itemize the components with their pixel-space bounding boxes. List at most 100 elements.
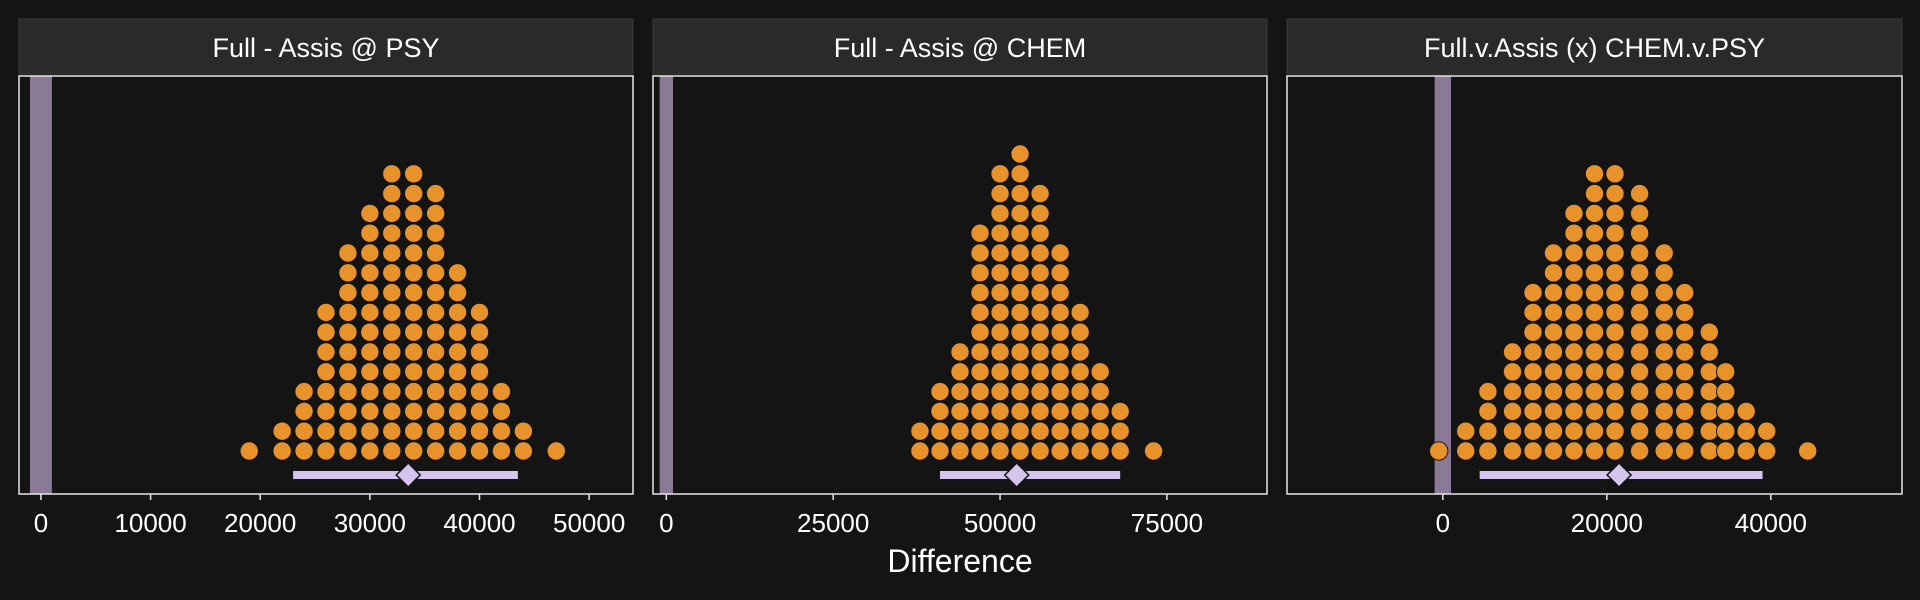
dot xyxy=(338,401,358,422)
dot xyxy=(1502,381,1523,402)
dot xyxy=(1675,322,1695,342)
dot xyxy=(425,223,446,243)
dot xyxy=(1629,203,1650,224)
dot xyxy=(1605,342,1625,362)
dot xyxy=(1030,441,1050,461)
dot xyxy=(1654,282,1674,303)
dot xyxy=(1030,282,1050,303)
dot xyxy=(1478,401,1498,422)
dot xyxy=(970,362,990,382)
dot xyxy=(272,441,292,461)
dot xyxy=(1110,401,1130,422)
dot xyxy=(1584,203,1605,224)
dot xyxy=(1675,342,1695,362)
dot xyxy=(1429,441,1449,461)
dot xyxy=(1010,401,1030,422)
dot xyxy=(1502,362,1523,382)
dot xyxy=(338,243,358,263)
dot xyxy=(1629,421,1650,441)
dot xyxy=(1543,302,1564,323)
dot xyxy=(1584,164,1605,184)
dot xyxy=(1090,441,1110,461)
dot xyxy=(425,263,446,283)
facet-strip xyxy=(1286,18,1903,75)
dot xyxy=(1523,282,1543,303)
x-tick-label: 30000 xyxy=(334,508,406,538)
facet-title: Full - Assis @ CHEM xyxy=(834,33,1086,63)
x-tick-label: 40000 xyxy=(443,508,515,538)
dot xyxy=(338,302,358,323)
dot xyxy=(1050,421,1070,441)
dot xyxy=(294,441,314,461)
dot xyxy=(360,362,380,382)
dot xyxy=(970,421,990,441)
dot xyxy=(404,322,424,342)
dot xyxy=(1050,441,1070,461)
dot xyxy=(1070,401,1090,422)
dot xyxy=(447,322,468,342)
dot xyxy=(970,282,990,303)
dot xyxy=(404,401,424,422)
dot xyxy=(950,421,970,441)
dot xyxy=(1010,164,1030,184)
dot xyxy=(1070,322,1090,342)
dot xyxy=(382,342,402,362)
dot xyxy=(1502,342,1523,362)
dot xyxy=(469,401,490,422)
dot xyxy=(338,362,358,382)
dot xyxy=(1605,203,1625,224)
dot xyxy=(1010,282,1030,303)
point-estimate-diamond xyxy=(1606,461,1633,489)
x-tick-label: 50000 xyxy=(964,508,1036,538)
dot xyxy=(1050,282,1070,303)
dot xyxy=(382,243,402,263)
dot xyxy=(1798,441,1818,461)
dot xyxy=(1699,441,1720,461)
dot xyxy=(1010,322,1030,342)
dot xyxy=(1699,362,1720,382)
dot xyxy=(1070,342,1090,362)
dot xyxy=(239,441,259,461)
dot xyxy=(1675,421,1695,441)
dot xyxy=(425,322,446,342)
dot xyxy=(1716,401,1736,422)
dot xyxy=(1584,381,1605,402)
dot xyxy=(1090,362,1110,382)
dot xyxy=(990,362,1010,382)
dot xyxy=(1030,342,1050,362)
dot xyxy=(1584,183,1605,204)
dot xyxy=(930,381,950,402)
dot xyxy=(1030,302,1050,323)
dot xyxy=(970,243,990,263)
dot xyxy=(338,282,358,303)
dot xyxy=(1564,342,1584,362)
dot xyxy=(1564,282,1584,303)
dot xyxy=(1502,401,1523,422)
dot xyxy=(1523,302,1543,323)
dot xyxy=(1564,223,1584,243)
dot xyxy=(491,381,512,402)
dot xyxy=(1584,322,1605,342)
dot xyxy=(360,322,380,342)
dot xyxy=(930,441,950,461)
dot xyxy=(1629,322,1650,342)
dot xyxy=(469,342,490,362)
dot xyxy=(1050,322,1070,342)
dot xyxy=(447,342,468,362)
dot xyxy=(425,282,446,303)
dot xyxy=(338,421,358,441)
dot xyxy=(491,441,512,461)
dot xyxy=(1564,302,1584,323)
dot xyxy=(404,381,424,402)
dot xyxy=(338,441,358,461)
dot xyxy=(970,302,990,323)
dot xyxy=(382,282,402,303)
x-tick-label: 20000 xyxy=(1571,508,1643,538)
dot xyxy=(1584,342,1605,362)
dot xyxy=(546,441,566,461)
dot xyxy=(382,302,402,323)
dot xyxy=(447,421,468,441)
dot xyxy=(1654,421,1674,441)
dot xyxy=(447,401,468,422)
dot xyxy=(404,243,424,263)
